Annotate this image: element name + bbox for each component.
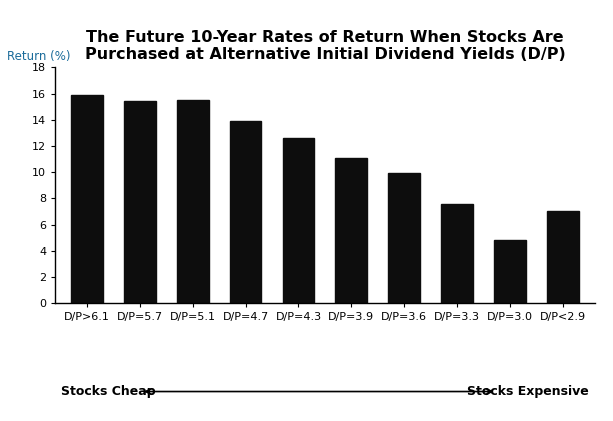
Bar — [547, 211, 579, 303]
Bar — [230, 121, 261, 303]
Text: Return (%): Return (%) — [7, 50, 70, 63]
Bar — [389, 173, 420, 303]
Bar — [177, 100, 208, 303]
Bar — [335, 158, 367, 303]
Text: Stocks Expensive: Stocks Expensive — [466, 385, 588, 398]
Text: Stocks Cheap: Stocks Cheap — [61, 385, 156, 398]
Bar — [71, 95, 103, 303]
Title: The Future 10-Year Rates of Return When Stocks Are
Purchased at Alternative Init: The Future 10-Year Rates of Return When … — [85, 29, 565, 62]
Bar — [283, 138, 314, 303]
Bar — [494, 240, 526, 303]
Bar — [124, 101, 156, 303]
Bar — [441, 204, 473, 303]
